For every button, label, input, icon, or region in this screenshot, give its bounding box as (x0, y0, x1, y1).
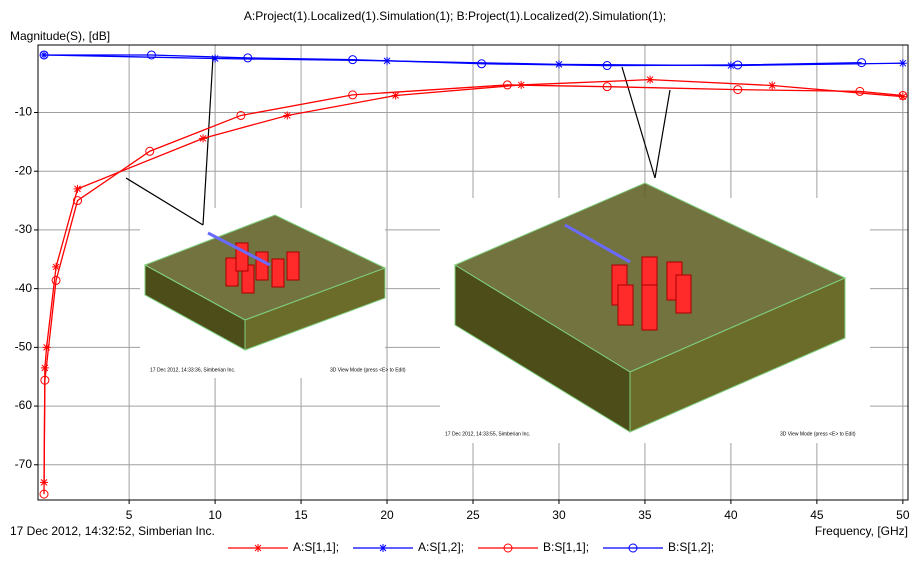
marker (768, 82, 776, 90)
y-tick-label: -10 (15, 105, 33, 119)
x-tick-label: 10 (208, 508, 222, 522)
marker (254, 544, 262, 552)
footer: 17 Dec 2012, 14:32:52, Simberian Inc. (10, 524, 215, 538)
marker (646, 76, 654, 84)
y-tick-label: -60 (15, 398, 33, 412)
x-tick-label: 5 (126, 508, 133, 522)
legend-label: A:S[1,1]; (293, 540, 339, 554)
annotation: 17 Dec 2012, 14:33:36, Simberian Inc. (150, 367, 235, 373)
y-tick-label: -20 (15, 163, 33, 177)
chart-title: A:Project(1).Localized(1).Simulation(1);… (244, 9, 666, 23)
marker (211, 55, 219, 63)
y-tick-label: -70 (15, 457, 33, 471)
y-axis-label: Magnitude(S), [dB] (10, 29, 110, 43)
x-axis-label: Frequency, [GHz] (815, 524, 908, 538)
y-tick-label: -50 (15, 340, 33, 354)
y-tick-label: -40 (15, 281, 33, 295)
annotation: 3D View Mode (press <E> to Edit) (330, 367, 406, 373)
marker (74, 185, 82, 193)
x-tick-label: 45 (810, 508, 824, 522)
marker (899, 59, 907, 67)
x-tick-label: 15 (294, 508, 308, 522)
y-tick-label: -30 (15, 222, 33, 236)
x-tick-label: 35 (638, 508, 652, 522)
annotation: 3D View Mode (press <E> to Edit) (780, 431, 856, 437)
marker (379, 544, 387, 552)
legend-label: B:S[1,2]; (668, 540, 714, 554)
x-tick-label: 25 (466, 508, 480, 522)
x-tick-label: 20 (380, 508, 394, 522)
marker (41, 364, 49, 372)
x-tick-label: 50 (896, 508, 910, 522)
x-tick-label: 40 (724, 508, 738, 522)
chart: A:Project(1).Localized(1).Simulation(1);… (0, 0, 911, 562)
annotation: 17 Dec 2012, 14:33:55, Simberian Inc. (445, 431, 530, 437)
marker (283, 111, 291, 119)
legend-label: A:S[1,2]; (418, 540, 464, 554)
x-tick-label: 30 (552, 508, 566, 522)
legend-label: B:S[1,1]; (543, 540, 589, 554)
marker (199, 134, 207, 142)
